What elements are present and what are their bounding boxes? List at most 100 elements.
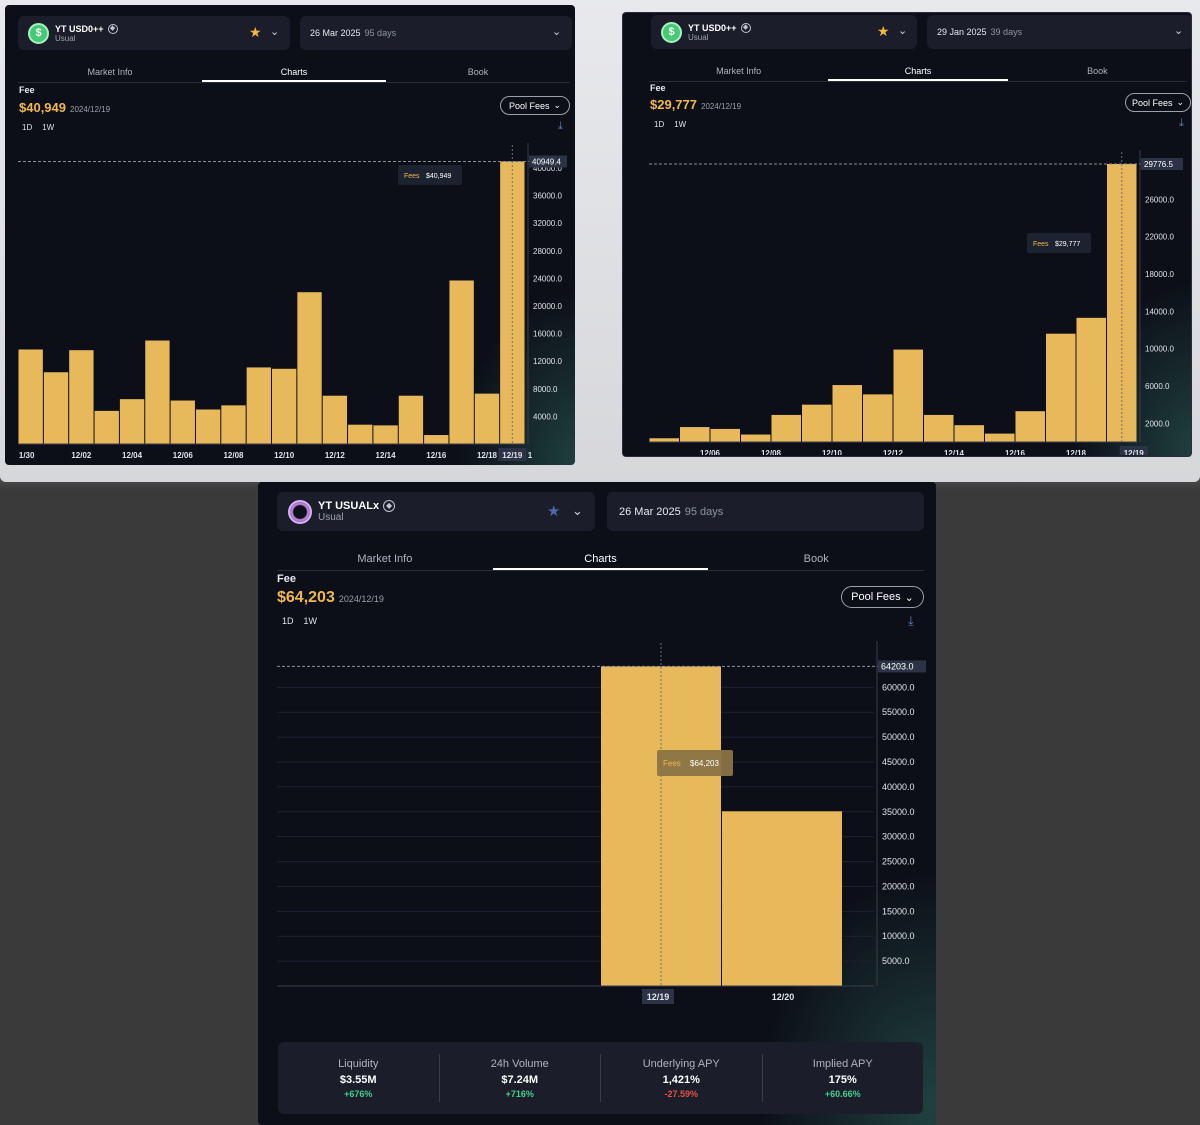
pool-fees-dropdown[interactable]: Pool Fees ⌄ [1125,93,1191,112]
bar [474,393,500,444]
x-tick-label: 12/18 [1066,449,1087,455]
favorite-star-icon[interactable]: ★ [547,503,561,520]
fee-value: $29,777 [650,97,697,112]
favorite-star-icon[interactable]: ★ [249,24,262,40]
bar [322,395,348,444]
pool-fees-dropdown[interactable]: Pool Fees ⌄ [500,96,570,115]
days-remaining: 95 days [364,28,397,38]
tab-bar: Market Info Charts Book [277,553,924,571]
y-tick-label: 4000.0 [533,412,558,421]
chevron-down-icon[interactable]: ⌄ [1174,25,1184,37]
tooltip-value: $64,203 [690,759,719,768]
y-tick-label: 40000.0 [533,164,562,173]
range-1w[interactable]: 1W [42,123,55,132]
bar [119,399,145,444]
pool-fees-label: Pool Fees [851,591,901,603]
bar [741,434,771,442]
y-tick-label: 16000.0 [533,330,562,339]
tab-book[interactable]: Book [1087,66,1108,76]
bar [348,424,373,444]
fee-bar-chart: 5000.0 10000.0 15000.0 20000.0 25000.0 30000.… [277,641,926,1004]
bar [601,666,721,986]
favorite-star-icon[interactable]: ★ [877,23,890,39]
maturity-selector[interactable]: 29 Jan 2025 39 days ⌄ [927,15,1191,49]
chevron-down-icon[interactable]: ⌄ [572,503,583,518]
x-tick-label: 12/12 [883,449,904,455]
tab-market-info[interactable]: Market Info [357,553,413,565]
maturity-date: 29 Jan 2025 [937,27,987,37]
eth-icon: ◆ [740,22,751,33]
tab-market-info[interactable]: Market Info [716,66,762,76]
download-icon[interactable]: ⤓ [908,613,914,628]
y-tick-label: 10000.0 [1145,345,1174,354]
x-highlight-badge [642,989,674,1004]
bar [424,435,449,444]
tooltip-label: Fees [663,759,681,768]
download-icon[interactable]: ⤓ [558,120,563,132]
pool-fees-dropdown[interactable]: Pool Fees ⌄ [841,586,924,608]
bar [195,409,221,444]
token-selector[interactable]: $ YT USD0++ ◆ Usual ★ ⌄ [18,16,290,50]
y-tick-label: 26000.0 [1145,195,1174,204]
range-1d[interactable]: 1D [22,123,33,132]
maturity-selector[interactable]: 26 Mar 2025 95 days [607,492,924,531]
x-tick-label: 12/16 [1005,449,1026,455]
chevron-down-icon[interactable]: ⌄ [270,26,280,38]
range-1w[interactable]: 1W [674,120,687,129]
tooltip-label: Fees [404,173,420,180]
stat-change: -27.59% [664,1088,699,1099]
maturity-selector[interactable]: 26 Mar 2025 95 days ⌄ [300,16,572,50]
token-selector[interactable]: YT USUALx ◆ Usual ★ ⌄ [277,492,595,531]
y-tick-label: 35000.0 [882,807,915,817]
days-remaining: 39 days [990,27,1023,37]
chevron-down-icon: ⌄ [904,591,914,604]
bar [802,404,832,442]
eth-icon: ◆ [107,23,118,34]
fee-label: Fee [19,85,35,95]
fee-value: $64,203 [277,589,335,606]
tab-charts[interactable]: Charts [492,553,709,570]
usualx-logo-icon [288,499,312,524]
bar [680,427,710,442]
range-selector: 1D 1W [654,120,686,129]
fee-date: 2024/12/19 [701,102,742,111]
max-value-badge [1141,158,1183,170]
tooltip-box [657,750,733,776]
stat-change: +676% [344,1088,373,1099]
bar [398,395,424,444]
maturity-date: 26 Mar 2025 [619,505,681,518]
bar [832,385,862,442]
chevron-down-icon[interactable]: ⌄ [898,25,908,37]
tooltip-label: Fees [1033,241,1049,248]
tab-charts[interactable]: Charts [828,66,1008,81]
chevron-down-icon[interactable]: ⌄ [552,26,562,38]
x-tick-label: 12/06 [173,451,194,460]
stat-change: +716% [505,1088,534,1099]
bar [18,349,43,444]
y-tick-label: 10000.0 [882,931,915,941]
range-1d[interactable]: 1D [282,616,294,626]
max-value-label: 29776.5 [1144,160,1173,169]
x-highlight-badge [1119,446,1148,455]
max-value-label: 64203.0 [881,661,914,671]
fee-bar-chart: 2000.0 6000.0 10000.0 14000.0 18000.0 22000.0… [649,150,1183,455]
tab-book[interactable]: Book [803,553,829,565]
bar [145,340,170,444]
y-tick-label: 22000.0 [1145,233,1174,242]
y-tick-label: 60000.0 [882,682,915,692]
download-icon[interactable]: ⤓ [1179,117,1184,129]
x-tick-label: 1 [528,451,533,460]
x-tick-label: 12/19 [647,992,670,1002]
y-tick-label: 50000.0 [882,732,915,742]
tab-book[interactable]: Book [467,67,489,77]
tab-charts[interactable]: Charts [202,67,386,82]
range-selector: 1D 1W [282,616,317,626]
tab-market-info[interactable]: Market Info [87,67,133,77]
bar [94,410,119,444]
range-1w[interactable]: 1W [303,616,318,626]
token-selector[interactable]: $ YT USD0++ ◆ Usual ★ ⌄ [651,15,917,49]
stat-value: 175% [828,1073,857,1086]
range-1d[interactable]: 1D [654,120,665,129]
bar [1076,317,1106,442]
x-tick-label: 12/14 [376,451,397,460]
